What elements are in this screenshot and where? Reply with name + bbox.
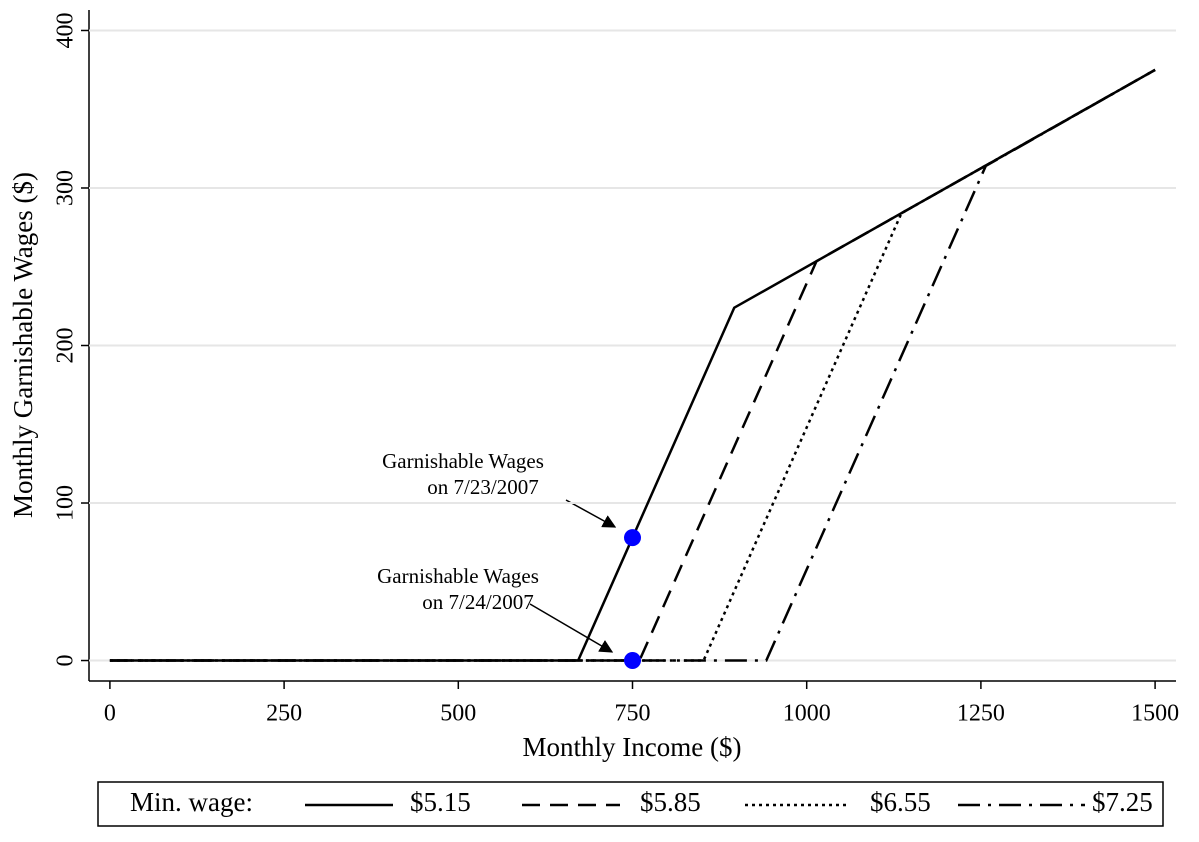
legend-title: Min. wage:	[130, 787, 253, 817]
x-tick-label: 250	[266, 701, 302, 727]
series-line	[109, 68, 1156, 662]
data-point	[624, 652, 641, 670]
y-axis-label: Monthly Garnishable Wages ($)	[8, 172, 38, 518]
x-axis-label: Monthly Income ($)	[523, 732, 742, 762]
legend-label: $5.85	[640, 787, 701, 817]
y-tick-label: 200	[53, 328, 79, 364]
annotation: on 7/23/2007	[427, 475, 538, 499]
y-tick-label: 100	[53, 485, 79, 521]
x-tick-label: 500	[440, 701, 476, 727]
y-tick-label: 300	[53, 170, 79, 206]
x-tick-label: 750	[615, 701, 651, 727]
legend-box	[97, 781, 1164, 827]
annotation: Garnishable Wages	[382, 449, 544, 473]
data-point	[624, 529, 641, 547]
legend-label: $5.15	[410, 787, 471, 817]
annotation: Garnishable Wages	[377, 564, 539, 588]
x-tick-label: 1250	[957, 701, 1005, 727]
x-tick-label: 1500	[1131, 701, 1179, 727]
annotation: on 7/24/2007	[422, 590, 533, 614]
annotation-arrow	[565, 499, 617, 528]
y-tick-label: 0	[53, 655, 79, 667]
legend-label: $6.55	[870, 787, 931, 817]
x-tick-label: 1000	[783, 701, 831, 727]
y-tick-label: 400	[53, 12, 79, 48]
annotation-arrow	[529, 603, 614, 653]
x-tick-label: 0	[104, 701, 116, 727]
legend-label: $7.25	[1092, 787, 1153, 817]
